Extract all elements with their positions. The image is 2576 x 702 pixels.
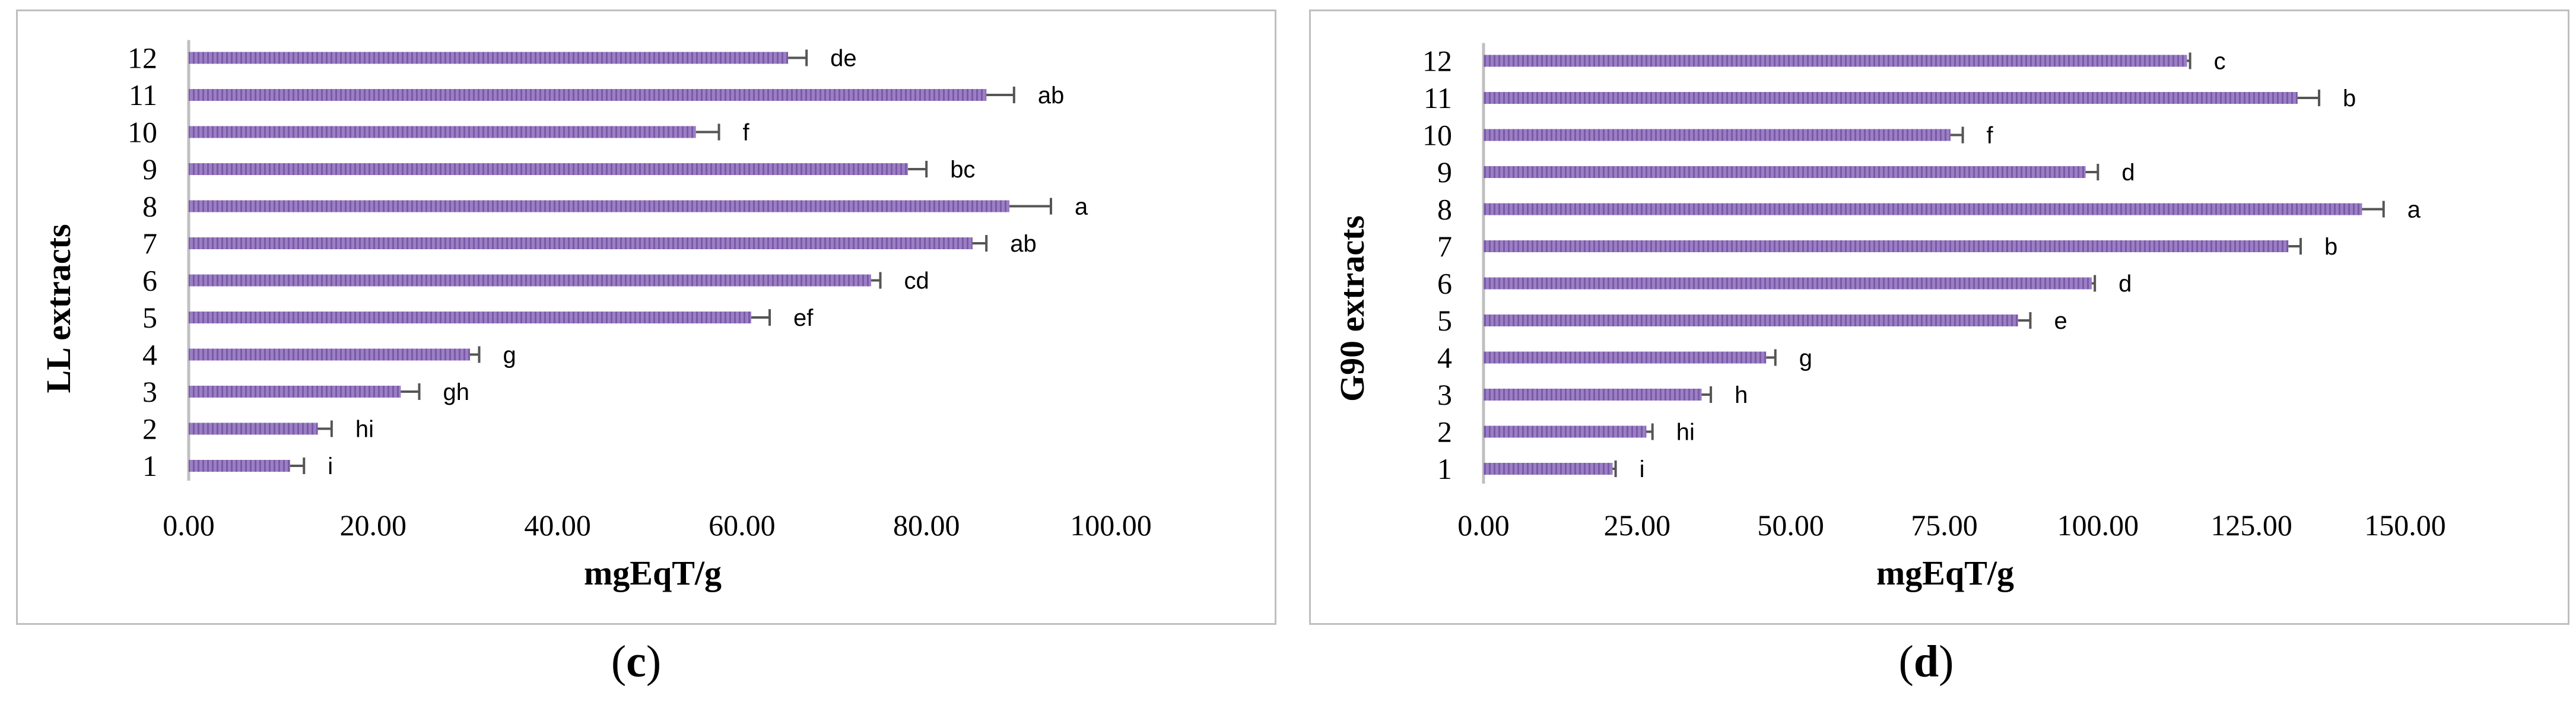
- significance-letter-11: ab: [1038, 82, 1065, 109]
- bar-8: [1484, 203, 2362, 215]
- y-axis-title: LL extracts: [39, 224, 78, 393]
- y-tick-label-11: 11: [129, 78, 157, 112]
- bar-1: [189, 460, 290, 472]
- y-tick-label-6: 6: [142, 264, 157, 297]
- caption-open: (: [611, 637, 627, 687]
- significance-letter-6: d: [2118, 271, 2132, 297]
- significance-letter-2: hi: [355, 417, 374, 443]
- significance-letter-7: ab: [1010, 231, 1037, 257]
- y-tick-label-4: 4: [1437, 341, 1452, 374]
- significance-letter-1: i: [1640, 456, 1645, 482]
- x-tick-label: 0.00: [1457, 509, 1510, 542]
- y-tick-label-10: 10: [128, 116, 157, 149]
- y-tick-label-5: 5: [142, 301, 157, 334]
- significance-letter-2: hi: [1676, 420, 1695, 446]
- caption-letter: d: [1913, 637, 1939, 687]
- x-tick-label: 50.00: [1757, 509, 1824, 542]
- bar-2: [189, 423, 318, 435]
- x-tick-label: 75.00: [1911, 509, 1978, 542]
- significance-letter-8: a: [1075, 194, 1088, 220]
- bar-10: [1484, 129, 1951, 141]
- y-axis-title: G90 extracts: [1333, 215, 1371, 402]
- x-axis-title: mgEqT/g: [1876, 554, 2014, 592]
- bar-1: [1484, 463, 1613, 475]
- significance-letter-12: c: [2214, 49, 2226, 75]
- x-tick-label: 125.00: [2210, 509, 2292, 542]
- bar-12: [189, 52, 789, 64]
- x-tick-label: 80.00: [893, 509, 960, 542]
- x-tick-label: 20.00: [340, 509, 407, 542]
- bar-7: [189, 237, 973, 249]
- y-tick-label-9: 9: [142, 153, 157, 186]
- bar-10: [189, 126, 696, 138]
- bar-11: [1484, 92, 2298, 104]
- y-tick-label-1: 1: [142, 449, 157, 482]
- significance-letter-3: gh: [443, 379, 470, 405]
- significance-letter-10: f: [1987, 123, 1994, 149]
- bar-5: [189, 312, 751, 323]
- y-tick-label-11: 11: [1424, 81, 1452, 115]
- bar-12: [1484, 55, 2187, 67]
- significance-letter-11: b: [2343, 85, 2356, 112]
- y-tick-label-8: 8: [1437, 193, 1452, 226]
- significance-letter-7: b: [2324, 234, 2337, 260]
- x-tick-label: 100.00: [1070, 509, 1152, 542]
- panel-d-caption: (d): [1891, 636, 1962, 688]
- y-tick-label-10: 10: [1422, 119, 1452, 152]
- significance-letter-3: h: [1735, 382, 1748, 408]
- bar-6: [1484, 277, 2092, 290]
- y-tick-label-7: 7: [142, 227, 157, 260]
- significance-letter-8: a: [2407, 197, 2421, 223]
- significance-letter-9: bc: [950, 157, 975, 183]
- y-tick-label-2: 2: [1437, 415, 1452, 449]
- bar-5: [1484, 315, 2018, 326]
- x-tick-label: 40.00: [524, 509, 591, 542]
- caption-letter: c: [626, 637, 646, 687]
- y-tick-label-7: 7: [1437, 230, 1452, 263]
- caption-open: (: [1898, 637, 1914, 687]
- x-axis-title: mgEqT/g: [584, 554, 722, 592]
- significance-letter-4: g: [503, 342, 516, 369]
- caption-close: ): [1939, 637, 1954, 687]
- y-tick-label-1: 1: [1437, 452, 1452, 485]
- bar-4: [189, 348, 470, 361]
- bar-7: [1484, 240, 2289, 252]
- bar-9: [1484, 166, 2086, 178]
- x-tick-label: 150.00: [2364, 509, 2446, 542]
- x-tick-label: 0.00: [163, 509, 215, 542]
- significance-letter-5: ef: [793, 305, 814, 331]
- caption-close: ): [646, 637, 662, 687]
- significance-letter-5: e: [2054, 308, 2067, 334]
- y-tick-label-5: 5: [1437, 304, 1452, 337]
- panel-c-caption: (c): [601, 636, 672, 688]
- y-tick-label-9: 9: [1437, 155, 1452, 189]
- bar-3: [189, 386, 401, 398]
- x-tick-label: 100.00: [2057, 509, 2139, 542]
- significance-letter-10: f: [743, 120, 750, 146]
- significance-letter-12: de: [830, 46, 857, 72]
- y-tick-label-3: 3: [142, 375, 157, 408]
- y-tick-label-4: 4: [142, 338, 157, 371]
- y-tick-label-2: 2: [142, 412, 157, 446]
- y-tick-label-6: 6: [1437, 267, 1452, 300]
- significance-letter-9: d: [2121, 160, 2135, 186]
- y-tick-label-3: 3: [1437, 378, 1452, 411]
- significance-letter-1: i: [328, 453, 333, 479]
- bar-2: [1484, 425, 1647, 438]
- bar-11: [189, 89, 987, 101]
- y-tick-label-8: 8: [142, 190, 157, 223]
- significance-letter-4: g: [1799, 345, 1812, 371]
- bar-6: [189, 274, 871, 287]
- bar-4: [1484, 351, 1767, 364]
- bar-9: [189, 163, 909, 175]
- x-tick-label: 60.00: [709, 509, 776, 542]
- y-tick-label-12: 12: [128, 42, 157, 75]
- significance-letter-6: cd: [904, 268, 929, 294]
- y-tick-label-12: 12: [1422, 45, 1452, 78]
- bar-8: [189, 200, 1010, 212]
- bar-3: [1484, 389, 1702, 401]
- x-tick-label: 25.00: [1604, 509, 1671, 542]
